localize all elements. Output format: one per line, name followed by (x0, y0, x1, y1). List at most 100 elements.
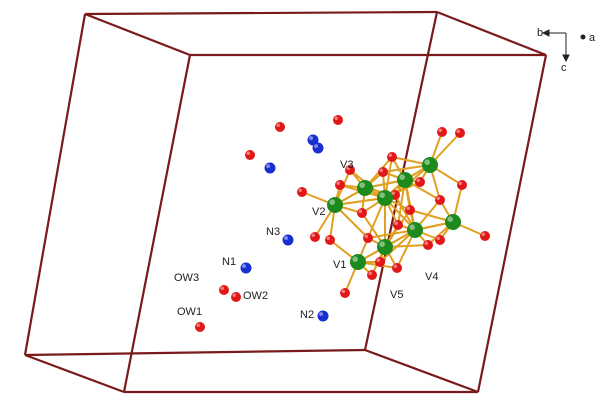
highlight (266, 164, 270, 168)
atom-label: V3 (340, 159, 353, 171)
oxygen-atom (325, 235, 335, 245)
nitrogen-atom (265, 163, 276, 174)
nitrogen-atom (241, 263, 252, 274)
highlight (365, 235, 369, 239)
oxygen-atom (457, 180, 467, 190)
highlight (394, 265, 398, 269)
highlight (319, 312, 323, 316)
highlight (407, 207, 411, 211)
axis-label: c (561, 62, 567, 74)
highlight (329, 199, 335, 205)
oxygen-atom (415, 177, 425, 187)
oxygen-atom (423, 240, 433, 250)
highlight (312, 234, 316, 238)
highlight (242, 264, 246, 268)
highlight (459, 182, 463, 186)
atom-label: N3 (266, 226, 280, 238)
vanadium-atom (357, 180, 373, 196)
vanadium-atom (422, 157, 438, 173)
oxygen-atom (392, 263, 402, 273)
highlight (482, 233, 486, 237)
oxygen-atom (195, 322, 205, 332)
vanadium-atom (407, 222, 423, 238)
highlight (359, 182, 365, 188)
vanadium-atom (377, 239, 393, 255)
oxygen-atom (231, 292, 241, 302)
highlight (377, 259, 381, 263)
atom-label: V1 (333, 259, 346, 271)
highlight (299, 189, 303, 193)
highlight (309, 136, 313, 140)
oxygen-atom (335, 180, 345, 190)
highlight (424, 159, 430, 165)
highlight (197, 324, 201, 328)
highlight (380, 169, 384, 173)
oxygen-atom (219, 285, 229, 295)
atom-label: OW1 (177, 306, 202, 318)
highlight (399, 174, 405, 180)
oxygen-atom (340, 288, 350, 298)
highlight (457, 130, 461, 134)
atom-label: N2 (300, 309, 314, 321)
highlight (409, 224, 415, 230)
oxygen-atom (245, 150, 255, 160)
axis-indicator (543, 30, 585, 61)
atom-label: OW3 (174, 272, 199, 284)
highlight (221, 287, 225, 291)
highlight (395, 222, 399, 226)
crystal-structure: b a c V3 V2 V1 V5 V4 N3 N1 N2 OW3 OW2 OW1 (0, 0, 596, 394)
highlight (314, 144, 318, 148)
highlight (284, 236, 288, 240)
oxygen-atom (275, 122, 285, 132)
vanadium-atom (397, 172, 413, 188)
highlight (337, 182, 341, 186)
oxygen-atom (333, 115, 343, 125)
axis-label: b (537, 27, 543, 39)
atom-label: N1 (222, 256, 236, 268)
highlight (425, 242, 429, 246)
vanadium-atom (327, 197, 343, 213)
highlight (417, 179, 421, 183)
atom-label: OW2 (243, 290, 268, 302)
atom-label: V4 (425, 271, 438, 283)
highlight (277, 124, 281, 128)
highlight (379, 192, 385, 198)
highlight (247, 152, 251, 156)
nitrogen-atom (283, 235, 294, 246)
oxygen-atom (435, 195, 445, 205)
nitrogen-atom (318, 311, 329, 322)
highlight (437, 237, 441, 241)
vanadium-atom (350, 254, 366, 270)
axis-label: a (589, 32, 596, 44)
highlight (342, 290, 346, 294)
highlight (379, 241, 385, 247)
vanadium-atom (445, 214, 461, 230)
oxygen-atom (310, 232, 320, 242)
atom-label: V5 (390, 289, 403, 301)
nitrogen-atom (313, 143, 324, 154)
highlight (389, 154, 393, 158)
oxygen-atom (357, 208, 367, 218)
oxygen-atom (297, 187, 307, 197)
unit-cell (25, 12, 546, 392)
oxygen-atom (367, 270, 377, 280)
oxygen-atom (363, 233, 373, 243)
oxygen-atom (393, 220, 403, 230)
highlight (233, 294, 237, 298)
oxygen-atom (405, 205, 415, 215)
highlight (437, 197, 441, 201)
highlight (327, 237, 331, 241)
vanadium-atom (377, 190, 393, 206)
oxygen-atom (435, 235, 445, 245)
oxygen-atom (480, 231, 490, 241)
atom-label: V2 (312, 206, 325, 218)
highlight (359, 210, 363, 214)
highlight (335, 117, 339, 121)
oxygen-atom (378, 167, 388, 177)
oxygen-atom (437, 127, 447, 137)
oxygen-atom (455, 128, 465, 138)
highlight (439, 129, 443, 133)
highlight (369, 272, 373, 276)
highlight (447, 216, 453, 222)
highlight (352, 256, 358, 262)
